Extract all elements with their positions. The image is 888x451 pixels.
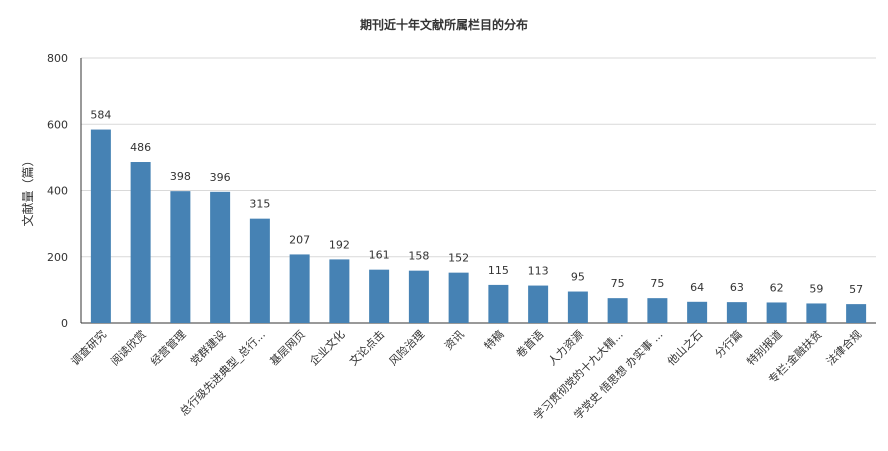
bar [170, 191, 191, 323]
bar-value-label: 584 [90, 109, 111, 122]
bar-value-label: 59 [809, 282, 823, 295]
bar-value-label: 115 [488, 264, 509, 277]
y-axis-label: 文献量（篇） [20, 154, 35, 226]
bar-value-label: 75 [611, 277, 625, 290]
y-tick-label: 600 [47, 118, 68, 131]
bar [210, 191, 231, 323]
data-labels: 584 486 398 396 315 207 192 161 158 152 115 113 95 75… [90, 109, 863, 297]
bar-value-label: 64 [690, 281, 704, 294]
bar [766, 302, 787, 323]
bar-value-label: 398 [170, 170, 191, 183]
bar [369, 269, 390, 323]
bar [846, 304, 867, 323]
bar-value-label: 207 [289, 233, 310, 246]
y-tick-label: 400 [47, 185, 68, 198]
bar-value-label: 62 [770, 281, 784, 294]
bar-value-label: 152 [448, 252, 469, 265]
bar-value-label: 57 [849, 283, 863, 296]
bar [726, 302, 747, 323]
x-category-label: 特稿 [481, 327, 506, 352]
bar-value-label: 95 [571, 271, 585, 284]
grid-lines [81, 57, 876, 258]
x-category-label: 资讯 [442, 328, 467, 353]
bar [289, 254, 310, 323]
bar [130, 162, 151, 323]
x-category-label: 卷首语 [513, 327, 546, 360]
chart-title: 期刊近十年文献所属栏目的分布 [360, 17, 528, 32]
bar [607, 298, 628, 323]
bar [528, 285, 549, 323]
bar [488, 284, 509, 323]
y-tick-label: 200 [47, 251, 68, 264]
x-category-label: 特别报道 [744, 327, 785, 368]
bar [90, 129, 111, 323]
bar-value-label: 315 [249, 198, 270, 211]
y-tick-label: 800 [47, 52, 68, 65]
y-axis-ticks: 0 200 400 600 800 [47, 52, 68, 330]
x-category-label: 法律合规 [823, 327, 864, 368]
bar-value-label: 486 [130, 141, 151, 154]
bar [448, 272, 469, 323]
bar [647, 298, 668, 323]
x-category-label: 调查研究 [68, 327, 109, 368]
x-category-label: 风险治理 [386, 327, 427, 368]
bar-value-label: 161 [369, 249, 390, 262]
x-category-label: 经营管理 [147, 327, 188, 368]
y-tick-label: 0 [61, 317, 68, 330]
bar [249, 218, 270, 323]
bar-value-label: 75 [650, 277, 664, 290]
x-category-label: 他山之石 [664, 327, 705, 368]
x-category-label: 分行篇 [712, 327, 745, 360]
bar-value-label: 113 [528, 265, 549, 278]
bar [567, 291, 588, 323]
bar-value-label: 63 [730, 281, 744, 294]
x-category-label: 人力资源 [545, 327, 586, 368]
bar [806, 303, 827, 323]
x-category-label: 基层网页 [267, 328, 307, 368]
x-category-label: 阅读欣赏 [108, 327, 149, 368]
x-category-label: 党群建设 [187, 327, 228, 368]
x-category-label: 文论点击 [346, 327, 387, 368]
bar [687, 301, 708, 323]
bar-value-label: 396 [210, 171, 231, 184]
bar [408, 270, 429, 323]
bar-value-label: 192 [329, 238, 350, 251]
bar-value-label: 158 [408, 250, 429, 263]
bar [329, 259, 350, 323]
bars [90, 129, 867, 323]
x-category-label: 企业文化 [306, 327, 347, 368]
